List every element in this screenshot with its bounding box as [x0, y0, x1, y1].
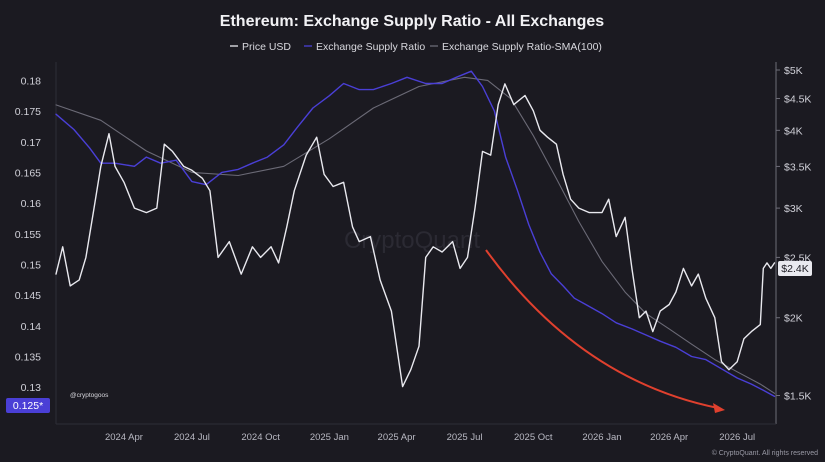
right-current-badge: $2.4K [778, 261, 812, 276]
left-tick-label: 0.175 [15, 106, 41, 118]
left-tick-label: 0.16 [21, 198, 42, 210]
x-tick-label: 2026 Jul [719, 432, 755, 443]
x-tick-label: 2026 Jan [582, 432, 621, 443]
right-current-badge-bg [778, 261, 812, 276]
left-tick-label: 0.135 [15, 352, 41, 364]
trend-arrow-curve [485, 249, 719, 409]
left-tick-label: 0.145 [15, 290, 41, 302]
trend-arrow [485, 249, 725, 413]
x-axis-ticks: 2024 Apr 2024 Jul 2024 Oct 2025 Jan 2025 Apr… [105, 432, 755, 443]
exchange-supply-ratio-line [55, 70, 776, 398]
left-axis-ticks: 0.18 0.175 0.17 0.165 0.16 0.155 0.15 0.145 0.14… [15, 75, 41, 394]
x-tick-label: 2025 Jul [447, 432, 483, 443]
left-tick-label: 0.13 [21, 382, 42, 394]
left-tick-label: 0.15 [21, 259, 42, 271]
x-tick-label: 2025 Apr [378, 432, 416, 443]
right-tick-label: $4.5K [784, 93, 811, 105]
right-tick-label: $4K [784, 125, 803, 137]
chart-title: Ethereum: Exchange Supply Ratio - All Ex… [220, 13, 604, 30]
legend-label-sma[interactable]: Exchange Supply Ratio-SMA(100) [442, 41, 602, 53]
legend-label-price[interactable]: Price USD [242, 41, 291, 53]
left-current-badge-bg [6, 398, 50, 413]
right-tick-label: $2K [784, 313, 803, 325]
right-tick-label: $3.5K [784, 161, 811, 173]
x-tick-label: 2025 Oct [514, 432, 553, 443]
exchange-supply-ratio-sma-line [55, 76, 776, 394]
x-tick-label: 2024 Oct [241, 432, 280, 443]
trend-arrow-head [713, 403, 725, 413]
legend: Price USD Exchange Supply Ratio Exchange… [230, 41, 602, 53]
x-tick-label: 2024 Jul [174, 432, 210, 443]
right-current-value: $2.4K [781, 263, 808, 275]
x-tick-label: 2024 Apr [105, 432, 143, 443]
left-tick-label: 0.165 [15, 167, 41, 179]
right-tick-label: $1.5K [784, 391, 811, 403]
right-tick-label: $3K [784, 203, 803, 215]
copyright-credit: © CryptoQuant. All rights reserved [712, 449, 818, 457]
x-tick-label: 2025 Jan [310, 432, 349, 443]
price-usd-line [55, 83, 776, 388]
right-axis-ticks: $5K$4.5K$4K$3.5K$3K$2.5K$2K$1.5K [776, 65, 811, 403]
left-tick-label: 0.18 [21, 75, 42, 87]
series-layer [55, 70, 776, 398]
x-tick-label: 2026 Apr [650, 432, 688, 443]
left-tick-label: 0.17 [21, 137, 42, 149]
left-tick-label: 0.155 [15, 229, 41, 241]
legend-label-ratio[interactable]: Exchange Supply Ratio [316, 41, 425, 53]
author-handle: @cryptogoos [70, 392, 109, 399]
left-current-badge: 0.125* [6, 398, 50, 413]
left-tick-label: 0.14 [21, 321, 42, 333]
watermark-text: CryptoQuant [344, 227, 480, 254]
right-tick-label: $5K [784, 65, 803, 77]
left-current-value: 0.125* [13, 400, 43, 412]
